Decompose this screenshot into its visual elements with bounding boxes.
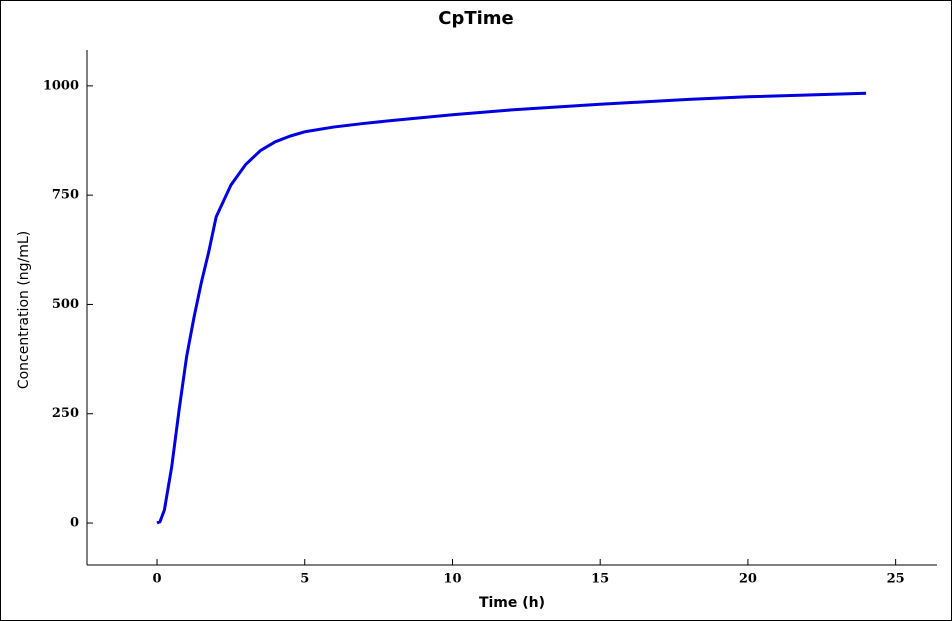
y-tick-label: 500 bbox=[52, 297, 79, 312]
x-tick-label: 20 bbox=[739, 572, 757, 587]
y-tick-label: 250 bbox=[52, 406, 79, 421]
y-tick-label: 750 bbox=[52, 188, 79, 203]
x-tick-label: 15 bbox=[591, 572, 609, 587]
x-axis-label: Time (h) bbox=[479, 595, 545, 611]
chart-title: CpTime bbox=[438, 8, 514, 29]
y-tick-label: 1000 bbox=[43, 78, 79, 93]
data-line bbox=[156, 91, 867, 525]
x-tick-label: 5 bbox=[300, 572, 309, 587]
x-tick-label: 25 bbox=[887, 572, 905, 587]
x-tick-label: 0 bbox=[152, 572, 161, 587]
y-tick-label: 0 bbox=[70, 516, 79, 531]
x-tick-label: 10 bbox=[443, 572, 461, 587]
y-axis-label: Concentration (ng/mL) bbox=[16, 231, 32, 389]
